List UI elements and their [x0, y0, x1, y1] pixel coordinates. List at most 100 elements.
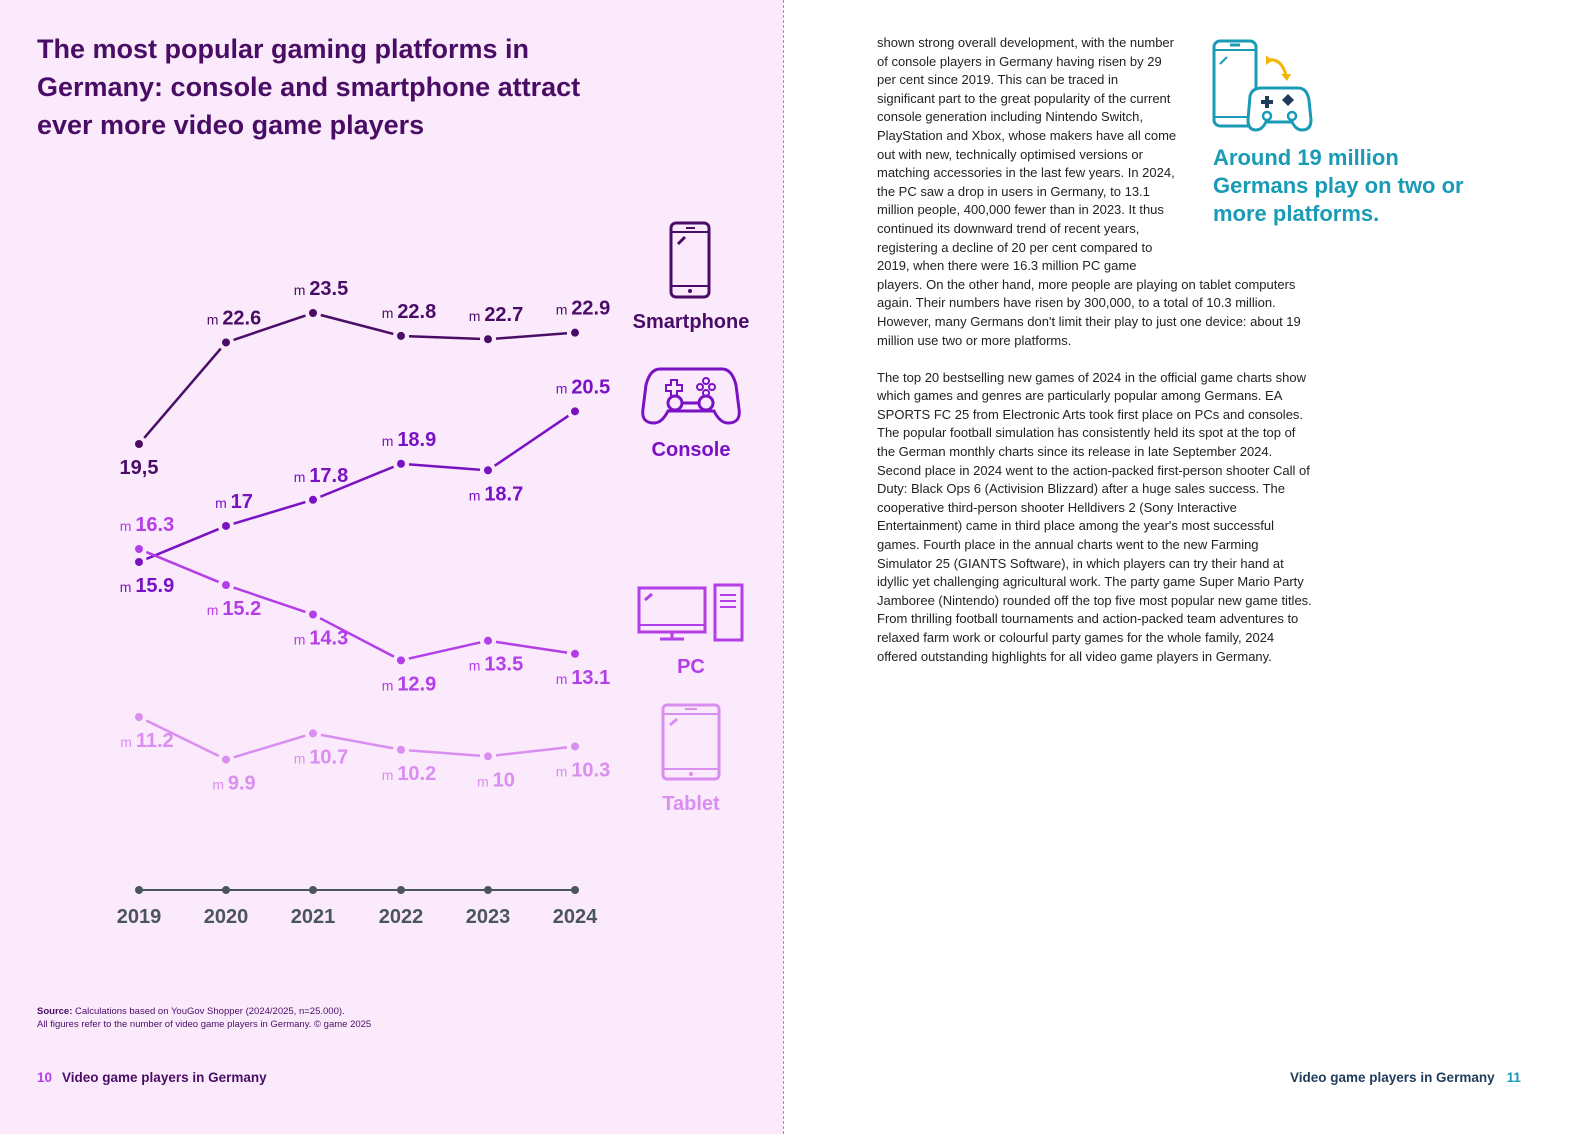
source-note: Source: Calculations based on YouGov Sho…	[37, 1005, 371, 1031]
data-label-pc-2024: m 13.1	[556, 667, 611, 689]
chart-title: The most popular gaming platforms in Ger…	[37, 34, 581, 140]
data-point-smartphone-2021	[309, 309, 317, 317]
series-line-segment-smartphone	[408, 334, 481, 341]
data-label-tablet-2024: m 10.3	[556, 759, 611, 781]
figures-note: All figures refer to the number of video…	[37, 1019, 372, 1030]
data-label-console-2019: m 15.9	[120, 575, 175, 597]
data-label-tablet-2022: m 10.2	[382, 763, 437, 785]
series-line-segment-tablet	[408, 749, 481, 757]
legend-label-console: Console	[651, 439, 731, 461]
series-line-segment-tablet	[320, 733, 394, 750]
series-line-segment-console	[319, 465, 395, 498]
series-line-segment-pc	[145, 550, 220, 584]
smartphone-icon	[669, 221, 711, 299]
data-point-tablet-2024	[571, 742, 579, 751]
data-point-pc-2019	[135, 545, 143, 553]
x-axis-tick	[571, 886, 579, 894]
x-tick-label-2019: 2019	[117, 906, 162, 928]
data-label-smartphone-2024: m 22.9	[556, 298, 611, 320]
left-page: The most popular gaming platforms in Ger…	[0, 0, 783, 1134]
desktop-pc-icon	[637, 583, 744, 642]
footer-title-right: Video game players in Germany	[1290, 1070, 1495, 1085]
page-number-left: 10	[37, 1070, 53, 1085]
series-line-segment-console	[145, 527, 220, 561]
x-axis-tick	[135, 886, 143, 894]
data-point-smartphone-2020	[222, 338, 230, 347]
footer-right: Video game players in Germany 11	[1290, 1070, 1521, 1085]
data-label-pc-2022: m 12.9	[382, 673, 437, 695]
legend-label-pc: PC	[677, 656, 705, 678]
paragraph-1: shown strong overall development, with t…	[877, 35, 1301, 348]
data-label-pc-2023: m 13.5	[469, 654, 524, 676]
data-label-console-2022: m 18.9	[382, 429, 437, 451]
data-label-smartphone-2020: m 22.6	[207, 307, 262, 329]
footer-left: 10 Video game players in Germany	[37, 1070, 267, 1085]
data-label-pc-2021: m 14.3	[294, 628, 349, 650]
data-point-pc-2022	[397, 656, 405, 665]
data-point-smartphone-2022	[397, 331, 405, 340]
series-line-segment-pc	[319, 617, 395, 658]
data-point-tablet-2021	[309, 729, 317, 738]
series-line-segment-smartphone	[320, 313, 394, 336]
x-axis-tick	[309, 886, 317, 894]
body-text: shown strong overall development, with t…	[877, 34, 1312, 685]
data-point-console-2024	[571, 407, 579, 416]
callout-text: Around 19 million Germans play on two or…	[1213, 145, 1464, 226]
data-label-smartphone-2021: m 23.5	[294, 278, 349, 300]
series-line-segment-console	[233, 500, 306, 525]
page-divider	[783, 0, 784, 1134]
series-line-segment-tablet	[145, 719, 220, 758]
data-label-console-2024: m 20.5	[556, 376, 611, 398]
data-label-smartphone-2019: 19,5	[120, 457, 159, 479]
paragraph-2: The top 20 bestselling new games of 2024…	[877, 369, 1312, 664]
data-point-tablet-2019	[135, 713, 143, 721]
series-line-segment-pc	[233, 586, 306, 614]
data-label-tablet-2020: m 9.9	[212, 773, 255, 795]
series-line-segment-console	[408, 463, 481, 471]
data-point-console-2022	[397, 459, 405, 468]
x-tick-label-2023: 2023	[466, 906, 511, 928]
source-label: Source:	[37, 1006, 73, 1017]
gamepad-icon	[641, 367, 741, 425]
data-label-console-2021: m 17.8	[294, 465, 349, 487]
legend-label-smartphone: Smartphone	[632, 311, 750, 333]
data-point-tablet-2022	[397, 745, 405, 754]
footer-title-left: Video game players in Germany	[62, 1070, 267, 1085]
page-number-right: 11	[1506, 1070, 1521, 1085]
source-text: Calculations based on YouGov Shopper (20…	[72, 1006, 345, 1017]
data-point-console-2019	[135, 558, 143, 566]
x-axis-tick	[222, 886, 230, 894]
x-tick-label-2021: 2021	[291, 906, 336, 928]
data-point-tablet-2023	[484, 752, 492, 761]
data-label-smartphone-2022: m 22.8	[382, 301, 437, 323]
data-label-tablet-2019: m 11.2	[120, 730, 173, 752]
data-point-pc-2020	[222, 581, 230, 590]
data-label-smartphone-2023: m 22.7	[469, 304, 524, 326]
data-point-console-2021	[309, 495, 317, 504]
series-line-segment-tablet	[233, 734, 306, 759]
data-point-smartphone-2023	[484, 335, 492, 344]
series-line-segment-tablet	[495, 746, 568, 757]
series-line-segment-smartphone	[495, 332, 568, 340]
data-point-smartphone-2024	[571, 328, 579, 337]
data-point-console-2020	[222, 521, 230, 530]
tablet-icon	[661, 703, 721, 781]
series-line-segment-pc	[495, 640, 568, 654]
x-tick-label-2024: 2024	[553, 906, 598, 928]
line-chart: 19,5 m 22.6 m 23.5 m 22.8 m 22.7 m 22.9 m 15.9…	[117, 278, 611, 928]
smartphone-gamepad-icon	[1212, 39, 1313, 132]
data-point-pc-2023	[484, 636, 492, 645]
data-point-pc-2024	[571, 649, 579, 658]
data-label-pc-2020: m 15.2	[207, 598, 262, 620]
data-point-tablet-2020	[222, 755, 230, 764]
series-line-segment-pc	[408, 641, 481, 660]
data-label-tablet-2023: m 10	[477, 769, 515, 791]
data-label-tablet-2021: m 10.7	[294, 746, 349, 768]
x-axis-tick	[397, 886, 405, 894]
series-line-segment-smartphone	[143, 347, 222, 439]
data-point-smartphone-2019	[135, 440, 143, 448]
data-point-pc-2021	[309, 610, 317, 619]
data-label-console-2020: m 17	[215, 491, 253, 513]
x-tick-label-2020: 2020	[204, 906, 249, 928]
data-label-pc-2019: m 16.3	[120, 514, 175, 536]
